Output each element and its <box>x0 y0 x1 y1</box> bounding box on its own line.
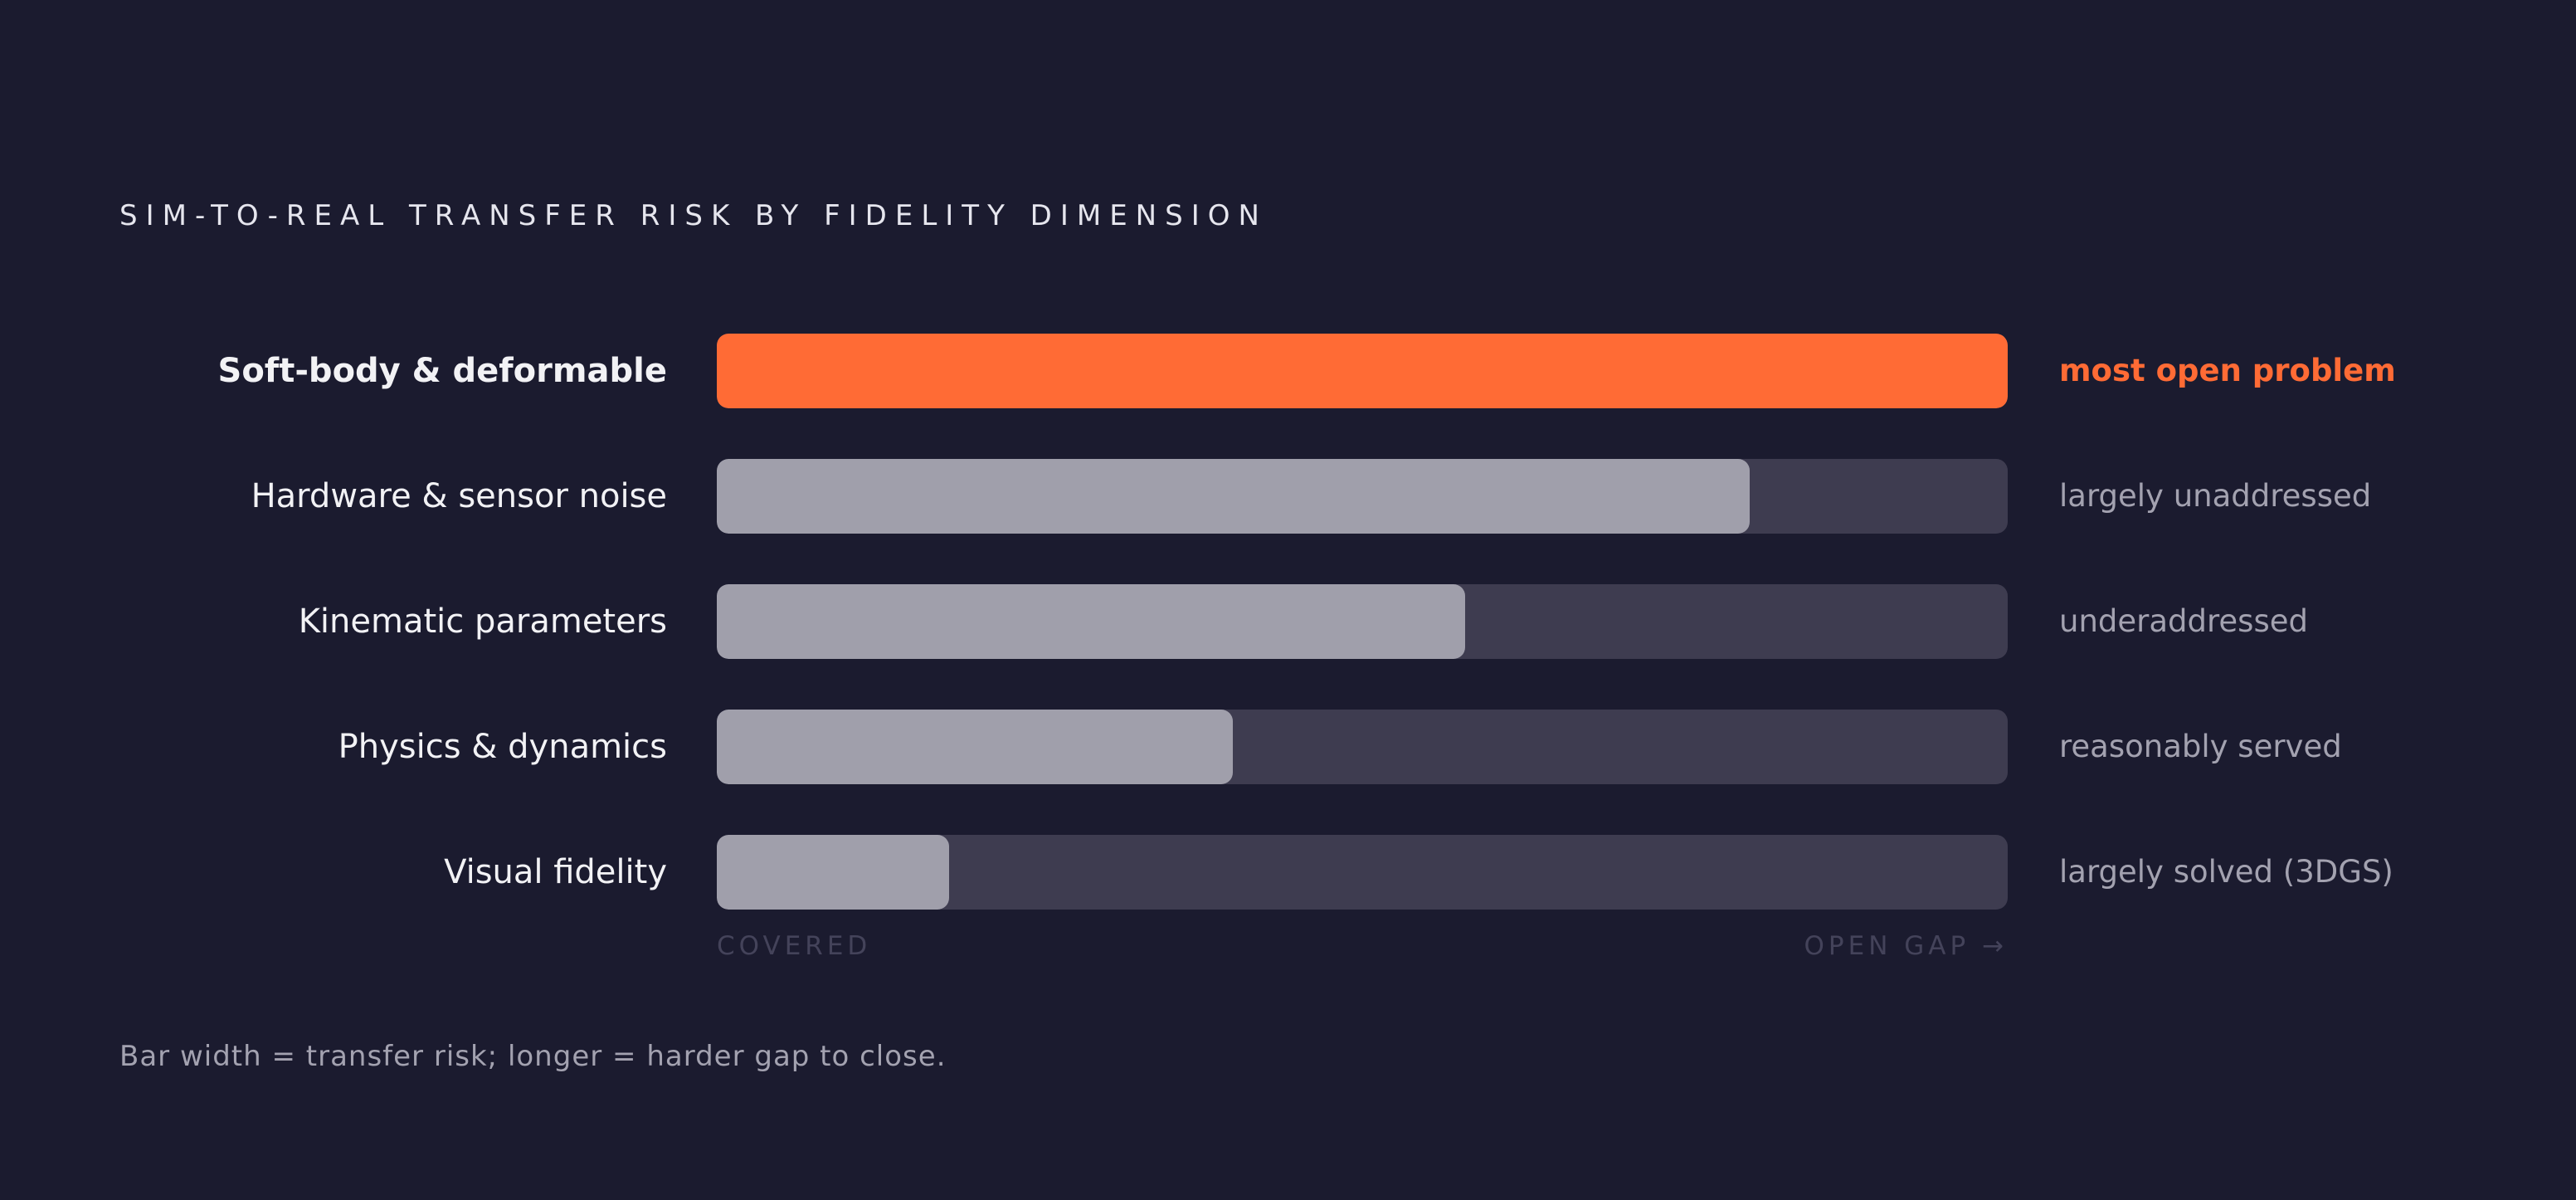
bar-track <box>717 334 2008 408</box>
bar-category-label: Visual fidelity <box>444 853 667 891</box>
bar-track <box>717 459 2008 534</box>
bar-track <box>717 835 2008 910</box>
bar-category-label: Physics & dynamics <box>338 728 667 766</box>
bar-annotation: largely unaddressed <box>2059 478 2372 514</box>
bar-fill <box>717 459 1750 534</box>
bar-row: Kinematic parameters underaddressed <box>0 584 2576 659</box>
bar-row: Physics & dynamics reasonably served <box>0 710 2576 784</box>
bar-track <box>717 584 2008 659</box>
bar-fill <box>717 584 1466 659</box>
bar-fill <box>717 334 2008 408</box>
chart-caption: Bar width = transfer risk; longer = hard… <box>119 1040 947 1073</box>
chart-title: SIM-TO-REAL TRANSFER RISK BY FIDELITY DI… <box>119 199 1268 232</box>
bar-annotation: most open problem <box>2059 353 2396 388</box>
bar-annotation: underaddressed <box>2059 603 2308 639</box>
bar-fill <box>717 710 1234 784</box>
bar-annotation: largely solved (3DGS) <box>2059 854 2393 890</box>
bar-fill <box>717 835 950 910</box>
bar-row: Soft-body & deformable most open problem <box>0 334 2576 408</box>
bar-track <box>717 710 2008 784</box>
axis-end-label: OPEN GAP → <box>1804 931 2008 961</box>
axis-start-label: COVERED <box>717 931 872 961</box>
bar-annotation: reasonably served <box>2059 729 2342 764</box>
bar-category-label: Hardware & sensor noise <box>251 477 667 515</box>
bar-row: Hardware & sensor noise largely unaddress… <box>0 459 2576 534</box>
bar-row: Visual fidelity largely solved (3DGS) <box>0 835 2576 910</box>
bar-category-label: Soft-body & deformable <box>217 352 667 390</box>
bar-category-label: Kinematic parameters <box>298 602 667 641</box>
